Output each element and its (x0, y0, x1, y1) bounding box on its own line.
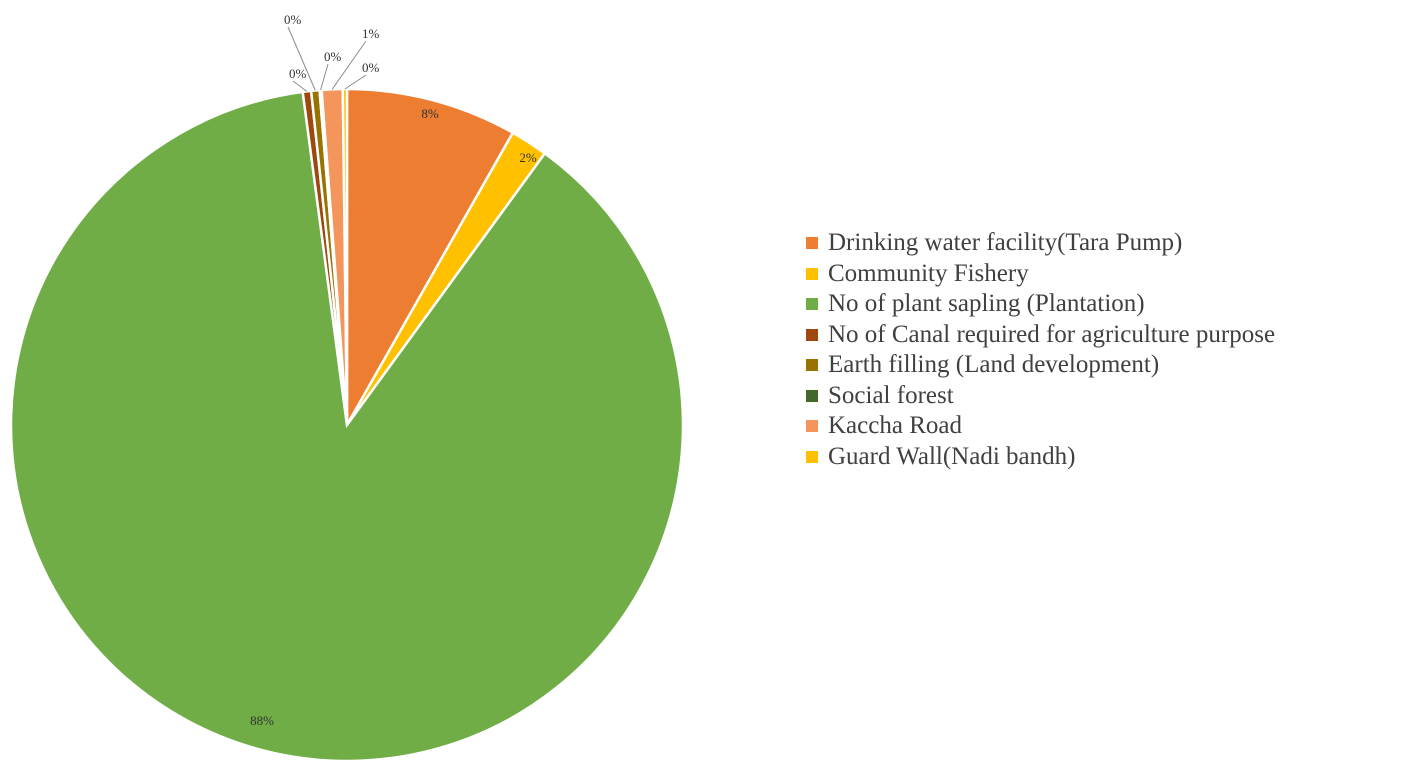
data-label: 0% (284, 12, 302, 27)
legend-item: Community Fishery (806, 259, 1275, 290)
pie-slice (9, 90, 685, 760)
legend-item: Drinking water facility(Tara Pump) (806, 228, 1275, 259)
legend-swatch (806, 237, 818, 250)
legend-swatch (806, 420, 818, 433)
leader-line (292, 80, 308, 92)
legend-swatch (806, 389, 818, 402)
legend-item: Guard Wall(Nadi bandh) (806, 442, 1275, 473)
legend-label: Guard Wall(Nadi bandh) (828, 442, 1076, 470)
legend-label: Earth filling (Land development) (828, 351, 1160, 379)
pie-slice (345, 87, 515, 430)
legend-label: Drinking water facility(Tara Pump) (828, 229, 1183, 257)
data-label: 1% (362, 26, 380, 41)
legend-item: Earth filling (Land development) (806, 350, 1275, 381)
data-label: 8% (421, 106, 439, 121)
data-label: 2% (519, 150, 537, 165)
leader-line (331, 40, 367, 90)
legend-swatch (806, 359, 818, 372)
legend-swatch (806, 267, 818, 280)
data-label: 0% (324, 49, 342, 64)
pie-slice (341, 87, 349, 426)
leader-line (320, 63, 329, 91)
legend-item: Social forest (806, 381, 1275, 412)
legend-label: No of plant sapling (Plantation) (828, 290, 1145, 318)
data-label: 88% (250, 713, 274, 728)
legend-swatch (806, 298, 818, 311)
legend-swatch (806, 328, 818, 341)
leader-line (287, 26, 316, 91)
legend-item: Kaccha Road (806, 411, 1275, 442)
data-label: 0% (362, 60, 380, 75)
data-label: 0% (289, 66, 307, 81)
legend-label: No of Canal required for agriculture pur… (828, 320, 1276, 348)
leader-line (344, 74, 367, 90)
legend-item: No of Canal required for agriculture pur… (806, 320, 1275, 351)
legend-label: Community Fishery (828, 259, 1029, 287)
legend-label: Kaccha Road (828, 412, 962, 440)
legend-swatch (806, 450, 818, 463)
legend-label: Social forest (828, 381, 954, 409)
legend: Drinking water facility(Tara Pump) Commu… (806, 228, 1275, 472)
legend-item: No of plant sapling (Plantation) (806, 289, 1275, 320)
slice-labels: 8% 2% 88% 0% 0% 0% 1% 0% (250, 12, 537, 728)
pie-slices (9, 87, 685, 760)
